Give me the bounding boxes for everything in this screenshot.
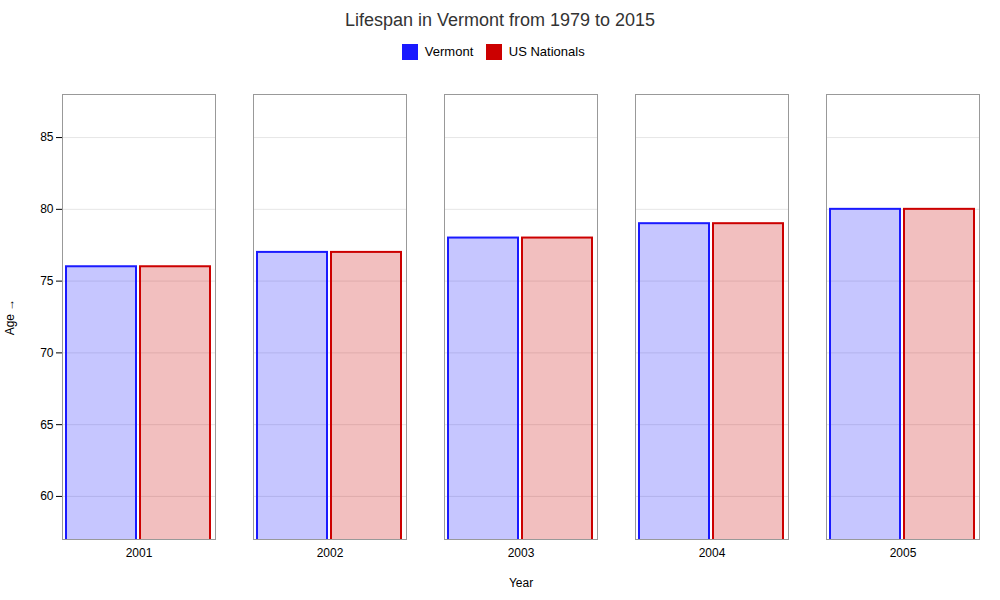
svg-text:2004: 2004: [699, 546, 726, 560]
svg-text:2005: 2005: [890, 546, 917, 560]
svg-text:2001: 2001: [126, 546, 153, 560]
svg-text:85: 85: [40, 130, 54, 144]
svg-text:70: 70: [40, 345, 54, 359]
svg-text:80: 80: [40, 202, 54, 216]
svg-text:65: 65: [40, 417, 54, 431]
svg-text:Year: Year: [509, 575, 533, 589]
svg-text:75: 75: [40, 273, 54, 287]
svg-text:2002: 2002: [317, 546, 344, 560]
html-text:Lifespan in Vermont from 1979: Lifespan in Vermont from 1979 to 2015: [344, 10, 656, 30]
html-text:US Nationals: US Nationals: [508, 44, 585, 59]
svg-text:Age →: Age →: [3, 298, 17, 335]
html-text:Vermont: Vermont: [424, 44, 474, 59]
svg-text:2003: 2003: [508, 546, 535, 560]
svg-text:60: 60: [40, 489, 54, 503]
